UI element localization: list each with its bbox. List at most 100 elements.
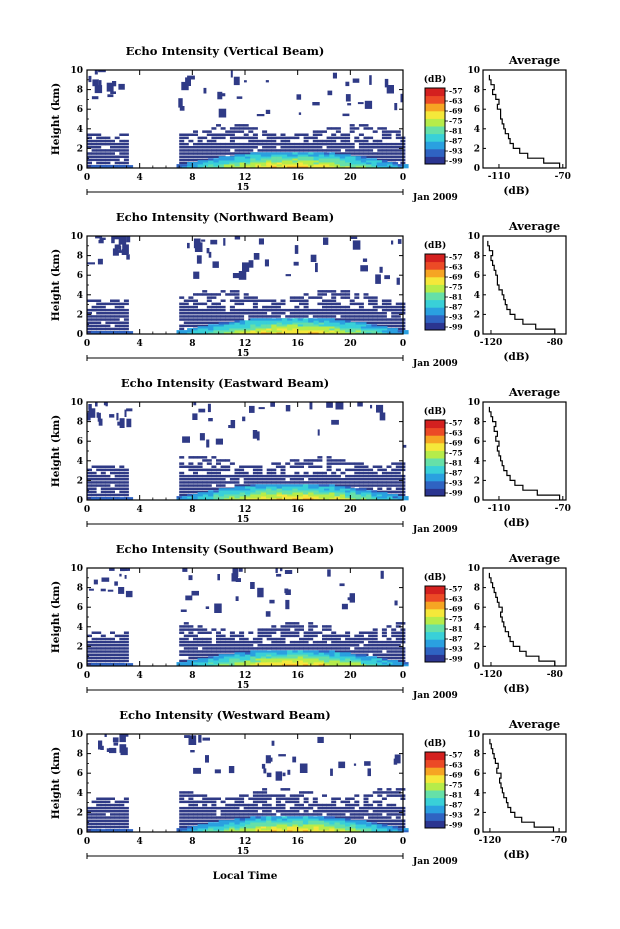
echo-cell [287, 330, 293, 333]
profile-y-tick-label: 10 [467, 232, 480, 242]
echo-cell [289, 459, 295, 462]
echo-cell [391, 481, 397, 484]
echo-cell [358, 637, 364, 641]
echo-cell [110, 142, 115, 146]
echo-cell [250, 582, 255, 589]
echo-cell [386, 155, 392, 158]
echo-cell [216, 631, 221, 634]
echo-cell [287, 152, 293, 155]
echo-cell [363, 318, 369, 321]
echo-cell [386, 474, 392, 478]
echo-cell [239, 471, 245, 475]
echo-cell [377, 142, 383, 146]
echo-cell [395, 149, 401, 152]
echo-cell [225, 142, 231, 146]
echo-cell [270, 402, 275, 407]
echo-cell [87, 822, 92, 826]
echo-cell [96, 797, 102, 800]
echo-cell [318, 492, 325, 495]
echo-cell [377, 146, 383, 149]
echo-cell [124, 409, 127, 417]
echo-cell [345, 478, 351, 481]
echo-cell [345, 81, 350, 87]
echo-cell [250, 660, 256, 663]
echo-cell [252, 430, 258, 439]
echo-cell [339, 658, 346, 661]
echo-cell [100, 312, 106, 315]
echo-cell [263, 768, 267, 774]
echo-cell [87, 327, 92, 331]
echo-cell [271, 158, 277, 161]
echo-cell [262, 478, 268, 481]
echo-cell [250, 664, 256, 667]
echo-cell [366, 824, 372, 827]
profile-y-tick-label: 10 [467, 66, 480, 76]
echo-cell [292, 650, 298, 653]
echo-cell [292, 328, 298, 331]
colorbar-tick-label: -87 [449, 303, 463, 312]
echo-cell [225, 647, 231, 650]
echo-cell [345, 149, 351, 152]
echo-cell [276, 816, 283, 819]
echo-cell [229, 315, 235, 318]
echo-cell [123, 142, 129, 146]
echo-cell [266, 484, 272, 487]
echo-cell [354, 800, 360, 804]
echo-cell [276, 166, 283, 169]
echo-cell [329, 494, 335, 497]
echo-cell [355, 158, 362, 161]
echo-cell [193, 312, 198, 315]
echo-cell [276, 822, 283, 825]
echo-cell [381, 653, 387, 656]
echo-cell [371, 658, 377, 661]
echo-cell [252, 647, 258, 650]
echo-cell [377, 155, 383, 158]
echo-cell [250, 492, 256, 495]
echo-cell [220, 484, 226, 487]
echo-cell [183, 312, 189, 315]
echo-cell [213, 164, 219, 167]
echo-cell [376, 664, 383, 667]
echo-cell [181, 81, 189, 91]
echo-cell [386, 136, 392, 140]
echo-cell [239, 650, 245, 653]
echo-cell [243, 810, 249, 813]
echo-cell [287, 828, 293, 831]
echo-cell [197, 813, 203, 816]
echo-cell [183, 324, 189, 328]
echo-cell [91, 149, 97, 152]
echo-cell [303, 647, 309, 650]
echo-cell [206, 478, 212, 481]
echo-cell [299, 791, 304, 794]
echo-cell [368, 127, 374, 130]
echo-cell [340, 462, 346, 465]
echo-cell [381, 797, 387, 800]
echo-cell [381, 631, 387, 634]
echo-cell [386, 637, 392, 641]
echo-cell [105, 650, 111, 653]
echo-cell [318, 484, 325, 487]
echo-cell [105, 302, 111, 306]
echo-cell [223, 662, 230, 665]
echo-cell [312, 800, 318, 804]
echo-cell [334, 826, 341, 829]
echo-cell [119, 484, 125, 487]
echo-cell [381, 664, 388, 667]
echo-cell [386, 819, 392, 822]
echo-cell [350, 164, 356, 167]
echo-cell [183, 302, 189, 306]
echo-cell [280, 625, 286, 628]
echo-cell [220, 465, 226, 468]
echo-cell [183, 318, 189, 321]
echo-cell [355, 164, 362, 167]
echo-cell [275, 803, 281, 807]
echo-cell [271, 322, 277, 325]
echo-cell [368, 794, 374, 797]
profile-frame [482, 567, 567, 667]
echo-cell [297, 488, 304, 491]
echo-cell [339, 324, 346, 327]
echo-cell [179, 816, 185, 819]
echo-cell [368, 650, 374, 653]
echo-cell [250, 158, 256, 161]
echo-cell [308, 637, 314, 641]
